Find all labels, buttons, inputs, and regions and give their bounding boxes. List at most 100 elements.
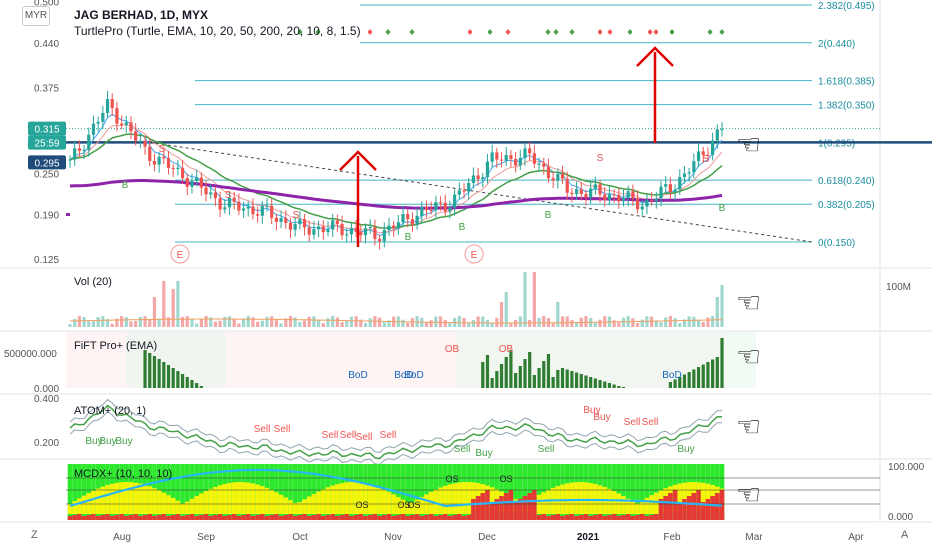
mcdx-yellow xyxy=(489,487,495,514)
candle-body xyxy=(462,190,466,192)
volume-bar xyxy=(166,317,171,327)
fift-bar xyxy=(528,352,532,388)
candle-body xyxy=(528,148,532,154)
candle-body xyxy=(279,218,283,222)
mcdx-red xyxy=(494,499,500,520)
candle-body xyxy=(424,206,429,210)
fift-bar xyxy=(199,386,203,388)
volume-bar xyxy=(387,320,391,327)
mcdx-red xyxy=(147,514,153,520)
fift-bg xyxy=(126,332,226,388)
volume-bar xyxy=(368,318,372,327)
candle-body xyxy=(77,148,81,151)
signal-diamond xyxy=(367,29,373,35)
auto-scale-a[interactable]: A xyxy=(901,529,909,541)
x-axis-label: Mar xyxy=(745,532,763,543)
mcdx-red xyxy=(372,514,378,520)
mcdx-green xyxy=(288,464,293,520)
mcdx-yellow xyxy=(344,482,350,514)
candle-body xyxy=(101,112,105,122)
mcdx-red xyxy=(227,515,232,520)
volume-bar xyxy=(471,320,475,327)
mcdx-yellow xyxy=(381,489,387,514)
volume-bar xyxy=(574,322,579,327)
mcdx-red xyxy=(621,515,626,520)
mcdx-red xyxy=(419,516,425,520)
symbol-title: JAG BERHAD, 1D, MYX xyxy=(74,8,209,22)
mcdx-red xyxy=(269,515,274,520)
volume-bar xyxy=(138,316,142,327)
volume-bar xyxy=(415,316,419,327)
mcdx-red xyxy=(654,514,659,520)
volume-bar xyxy=(556,302,560,327)
volume-bar xyxy=(204,316,208,327)
candle-body xyxy=(223,207,227,210)
mcdx-green xyxy=(405,464,411,520)
mcdx-green xyxy=(67,464,73,520)
candle-body xyxy=(166,158,171,168)
candle-body xyxy=(471,175,475,183)
candle-body xyxy=(241,208,246,211)
mcdx-red xyxy=(302,514,307,520)
candle-body xyxy=(607,194,612,200)
signal-diamond xyxy=(467,29,473,35)
mcdx-red xyxy=(170,515,176,520)
mcdx-green xyxy=(194,464,199,520)
mcdx-red xyxy=(311,515,317,520)
volume-bar xyxy=(640,319,644,327)
volume-bar xyxy=(68,324,72,327)
candle-body xyxy=(617,194,621,202)
mcdx-red xyxy=(367,515,373,520)
candle-body xyxy=(603,194,607,200)
candle-body xyxy=(556,173,560,181)
volume-bar xyxy=(148,319,152,327)
mcdx-yellow xyxy=(353,482,359,514)
mcdx-yellow xyxy=(578,482,584,514)
candle-body xyxy=(195,177,199,182)
mcdx-yellow xyxy=(264,487,270,514)
fib-label: 1(0.295) xyxy=(818,138,855,149)
candle-body xyxy=(204,187,208,195)
candle-body xyxy=(91,123,96,135)
fift-bar xyxy=(499,364,504,388)
currency-badge[interactable]: MYR xyxy=(22,6,50,26)
volume-bar xyxy=(317,319,321,327)
volume-bar xyxy=(321,323,325,327)
mcdx-yellow xyxy=(250,483,256,514)
mcdx-red xyxy=(536,515,542,520)
mcdx-red xyxy=(639,514,645,520)
mcdx-red xyxy=(400,514,406,520)
mcdx-red xyxy=(700,502,706,520)
ma-line xyxy=(69,179,723,210)
candle-body xyxy=(645,200,649,207)
mcdx-yellow xyxy=(405,502,411,514)
mcdx-yellow xyxy=(119,482,124,514)
mcdx-yellow xyxy=(133,482,138,514)
log-toggle-z[interactable]: Z xyxy=(31,529,38,541)
candle-body xyxy=(560,173,565,179)
mcdx-red xyxy=(433,516,439,520)
price-tick: 0.250 xyxy=(34,169,59,180)
candle-body xyxy=(401,214,405,223)
candle-body xyxy=(138,140,142,142)
candle-body xyxy=(438,202,443,204)
candle-body xyxy=(612,194,616,196)
candle-body xyxy=(518,157,522,166)
fift-bar xyxy=(490,378,494,388)
fift-bar xyxy=(532,375,536,388)
candle-body xyxy=(73,148,77,160)
atom-signal: Sell xyxy=(624,417,641,428)
fift-bar xyxy=(668,382,673,388)
fift-bar xyxy=(607,383,612,388)
candle-body xyxy=(293,224,297,230)
mcdx-yellow xyxy=(114,482,120,514)
volume-bar xyxy=(377,317,382,327)
candle-body xyxy=(218,198,222,210)
fift-bar xyxy=(190,380,194,388)
fift-bar xyxy=(152,356,157,388)
mcdx-yellow xyxy=(292,503,298,514)
candle-body xyxy=(467,182,471,192)
fib-label: 0.618(0.240) xyxy=(818,176,875,187)
fift-bar xyxy=(495,371,499,388)
